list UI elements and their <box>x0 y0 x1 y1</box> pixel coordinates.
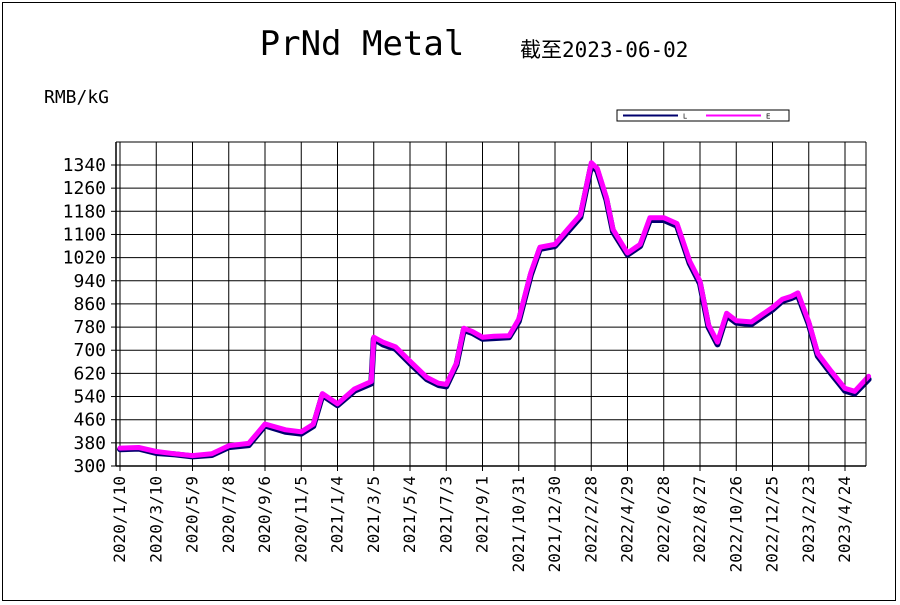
y-tick-label: 1260 <box>63 178 106 199</box>
x-tick-label: 2022/4/29 <box>618 476 637 563</box>
y-axis-ticks: 3003804605406207007808609401020110011801… <box>63 155 116 477</box>
series-line-L <box>117 162 872 460</box>
series-line-E <box>117 160 872 459</box>
x-tick-label: 2021/3/5 <box>364 476 383 553</box>
y-tick-label: 780 <box>73 317 106 338</box>
y-tick-label: 380 <box>73 433 106 454</box>
chart-title: PrNd Metal <box>260 24 465 64</box>
y-tick-label: 1020 <box>63 248 106 269</box>
x-tick-label: 2020/1/10 <box>110 476 129 563</box>
x-tick-label: 2022/12/25 <box>763 476 782 572</box>
series-layer <box>117 160 872 460</box>
y-tick-label: 1180 <box>63 201 106 222</box>
y-tick-label: 460 <box>73 410 106 431</box>
x-tick-label: 2022/8/27 <box>690 476 709 563</box>
x-tick-label: 2021/1/4 <box>328 476 347 553</box>
chart-subtitle: 截至2023-06-02 <box>520 38 688 62</box>
x-tick-label: 2022/10/26 <box>726 476 745 572</box>
x-tick-label: 2020/5/9 <box>183 476 202 553</box>
x-tick-label: 2021/5/4 <box>400 476 419 553</box>
y-tick-label: 860 <box>73 294 106 315</box>
x-tick-label: 2020/9/6 <box>255 476 274 553</box>
y-tick-label: 1340 <box>63 155 106 176</box>
y-tick-label: 700 <box>73 340 106 361</box>
legend-label-L: L <box>683 113 687 121</box>
x-tick-label: 2020/11/5 <box>291 476 310 563</box>
x-tick-label: 2021/9/1 <box>473 476 492 553</box>
x-tick-label: 2021/10/31 <box>509 476 528 572</box>
axes <box>115 142 867 467</box>
y-tick-label: 1100 <box>63 224 106 245</box>
y-tick-label: 540 <box>73 387 106 408</box>
y-tick-label: 940 <box>73 271 106 292</box>
x-tick-label: 2021/7/3 <box>436 476 455 553</box>
x-tick-label: 2022/6/28 <box>654 476 673 563</box>
x-tick-label: 2021/12/30 <box>545 476 564 572</box>
x-axis-ticks: 2020/1/10 2020/3/10 2020/5/9 2020/7/8 2020/9… <box>110 466 854 572</box>
x-tick-label: 2023/2/23 <box>799 476 818 563</box>
legend-label-E: E <box>766 113 770 121</box>
x-tick-label: 2020/3/10 <box>146 476 165 563</box>
grid-lines <box>116 141 866 466</box>
x-tick-label: 2023/4/24 <box>835 476 854 563</box>
y-axis-unit: RMB/kG <box>44 87 109 108</box>
x-tick-label: 2022/2/28 <box>581 476 600 563</box>
x-tick-label: 2020/7/8 <box>219 476 238 553</box>
y-tick-label: 620 <box>73 363 106 384</box>
y-tick-label: 300 <box>73 456 106 477</box>
